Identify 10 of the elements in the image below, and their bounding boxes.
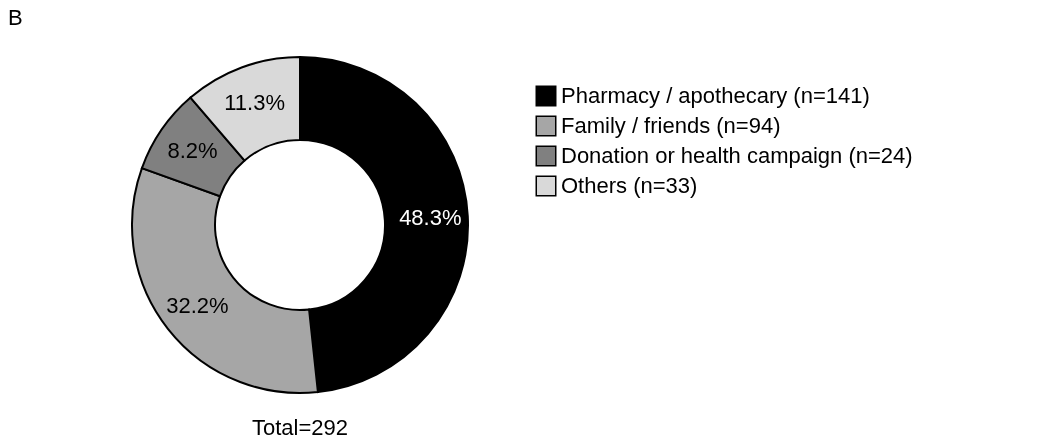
legend-label: Family / friends (n=94) <box>561 113 781 138</box>
data-label: 48.3% <box>399 205 462 231</box>
legend-label: Pharmacy / apothecary (n=141) <box>561 83 870 108</box>
data-label: 11.3% <box>224 89 286 115</box>
legend-label: Donation or health campaign (n=24) <box>561 143 913 168</box>
data-label: 32.2% <box>166 292 229 318</box>
legend-label: Others (n=33) <box>561 173 698 198</box>
text: Total=292 <box>251 415 349 440</box>
data-label: 8.2% <box>167 137 218 163</box>
chart-title: B <box>8 5 23 30</box>
